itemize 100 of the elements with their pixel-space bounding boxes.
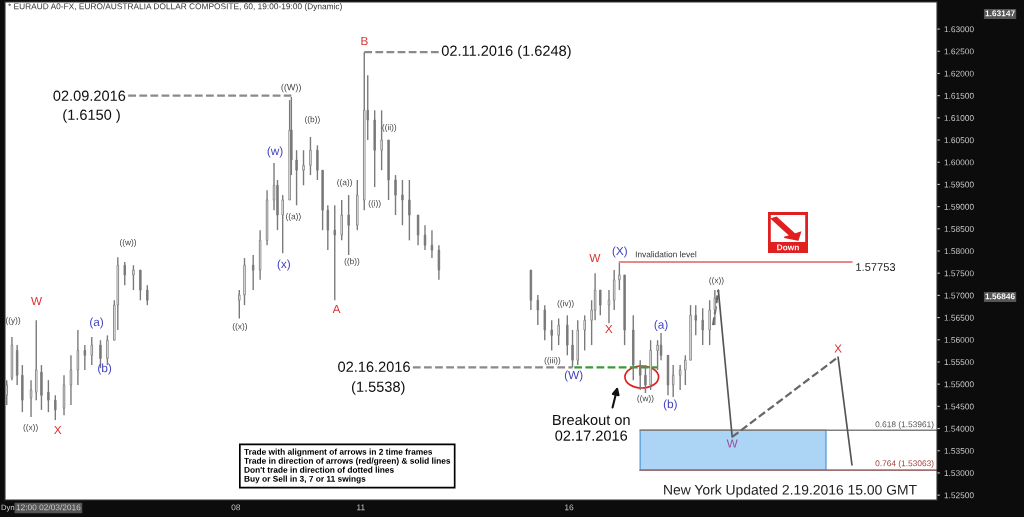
candlestick	[76, 329, 80, 386]
candlestick	[678, 364, 682, 391]
candlestick	[659, 332, 663, 361]
annotation: ((a))	[337, 179, 352, 187]
candlestick	[302, 149, 305, 187]
annotation: Breakout on 02.17.2016	[553, 414, 630, 441]
candlestick	[90, 336, 93, 366]
y-tick-label: 1.61500	[944, 92, 974, 99]
candlestick	[430, 229, 434, 259]
annotation: ((w))	[637, 395, 654, 403]
candlestick	[618, 262, 621, 291]
y-tick-label: 1.56000	[944, 336, 974, 343]
candlestick	[639, 359, 642, 391]
annotation: ((iv))	[557, 300, 574, 308]
candlestick	[281, 194, 284, 254]
candlestick	[35, 319, 38, 401]
candlestick	[295, 149, 298, 206]
candlestick	[623, 274, 626, 346]
annotation: (1.5538)	[351, 381, 405, 395]
annotation: 02.11.2016 (1.6248)	[441, 45, 571, 59]
candlestick	[83, 344, 87, 371]
candlestick	[347, 194, 350, 256]
annotation: ((w))	[119, 239, 137, 247]
y-tick-label: 1.56500	[944, 314, 974, 321]
y-tick-label: 1.59500	[944, 181, 974, 188]
candlestick	[607, 289, 611, 325]
candlestick	[146, 284, 149, 306]
annotation: B	[361, 36, 368, 46]
annotation: ((x))	[232, 323, 248, 331]
candlestick	[29, 379, 33, 418]
annotation: X	[834, 344, 842, 353]
candlestick	[238, 289, 241, 320]
candlestick	[416, 214, 420, 246]
annotation: (X)	[612, 246, 627, 258]
text: 1.56846	[985, 293, 1015, 300]
annotation: 02.09.2016	[53, 90, 126, 101]
candlestick	[243, 257, 246, 306]
candlestick	[47, 379, 50, 413]
annotation: (1.6150 )	[63, 109, 120, 123]
y-tick-label: 1.52500	[944, 492, 974, 499]
annotation: (w)	[267, 146, 283, 158]
annotation: Invalidation level	[635, 251, 697, 258]
candlestick	[408, 179, 411, 242]
annotation: Down	[777, 244, 799, 251]
annotation: ((iii))	[544, 357, 561, 365]
x-tick-label: 08	[231, 504, 241, 511]
candlestick	[288, 99, 291, 201]
candlestick	[612, 269, 616, 311]
candlestick	[571, 329, 574, 368]
y-tick-label: 1.60000	[944, 159, 974, 166]
annotation: New York Updated 2.19.2016 15.00 GMT	[664, 484, 917, 498]
candlestick	[566, 314, 569, 356]
annotation: W	[30, 296, 43, 306]
annotation: 02.16.2016	[338, 361, 410, 372]
candlestick	[543, 304, 546, 341]
x-tick-label: 16	[565, 504, 574, 511]
candlestick	[684, 354, 687, 386]
candlestick	[139, 269, 142, 301]
candlestick	[671, 364, 675, 398]
y-tick-label: 1.53000	[944, 470, 974, 477]
y-tick-label: 1.55000	[944, 381, 974, 388]
candlestick	[583, 314, 586, 352]
annotation: ((x))	[23, 424, 38, 432]
y-tick-label: 1.58500	[944, 226, 974, 232]
annotation: (b)	[663, 399, 677, 411]
y-tick-label: 1.63000	[944, 26, 974, 33]
annotation: W	[726, 439, 738, 448]
candlestick	[69, 354, 73, 406]
y-tick-label: 1.62500	[944, 48, 974, 55]
annotation: ((b))	[305, 116, 320, 124]
candlestick	[644, 364, 647, 394]
annotation: ((x))	[709, 277, 724, 285]
candlestick	[54, 394, 57, 421]
annotation: Trade with alignment of arrows in 2 time frames Trade in direction of arrows (red/green) & solid lines Don't trade in direction of dotted lines Buy or Sell in 3, 7 or 11 swings	[244, 448, 451, 484]
y-tick-label: 1.57500	[944, 270, 974, 277]
annotation: (a)	[654, 320, 668, 332]
annotation: (b)	[98, 363, 112, 375]
annotation: ((b))	[344, 258, 360, 266]
candlestick	[423, 224, 427, 251]
y-tick-label: 1.53500	[944, 447, 974, 454]
candlestick	[309, 136, 312, 176]
candlestick	[132, 264, 135, 291]
annotation: X	[54, 425, 62, 435]
x-tick-label: 12:00 02/03/2016	[16, 504, 81, 511]
annotation: ((i))	[368, 200, 381, 208]
y-tick-label: 1.59000	[944, 203, 974, 210]
annotation: ((W))	[281, 83, 301, 93]
y-tick-label: 1.62000	[944, 70, 974, 77]
annotation: 1.57753	[856, 263, 896, 271]
candlestick	[123, 261, 126, 286]
candlestick	[557, 317, 560, 346]
annotation: 0.618 (1.53961)	[875, 421, 934, 429]
candlestick	[387, 139, 390, 201]
annotation: (x)	[277, 259, 290, 271]
annotation: (a)	[90, 317, 104, 329]
annotation: A	[332, 304, 341, 314]
annotation: ((a))	[286, 213, 301, 221]
candlestick	[437, 244, 441, 281]
candlestick	[380, 109, 383, 171]
text: 1.63147	[985, 10, 1015, 17]
